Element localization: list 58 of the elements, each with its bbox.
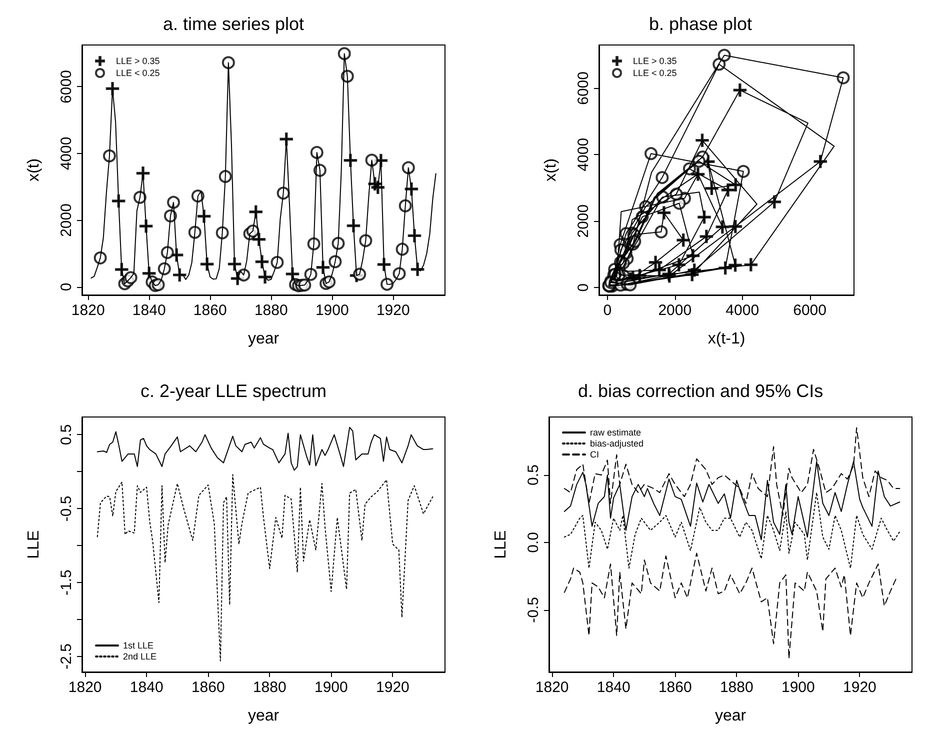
x-tick-label: 1860 <box>193 302 227 319</box>
y-tick-label: 0 <box>575 283 592 292</box>
chart-title: d. bias correction and 95% CIs <box>578 381 824 401</box>
chart-title: a. time series plot <box>162 14 304 34</box>
x-tick-label: 1840 <box>130 679 164 696</box>
x-tick-label: 1900 <box>781 679 815 696</box>
x-tick-label: 1860 <box>191 679 225 696</box>
y-tick-label: 0 <box>58 282 75 292</box>
y-tick-label: -0.5 <box>525 597 542 623</box>
chart-title: c. 2-year LLE spectrum <box>140 381 327 401</box>
y-tick-label: -1.5 <box>58 570 75 596</box>
x-tick-label: 2000 <box>658 302 692 319</box>
x-tick-label: 4000 <box>726 302 760 319</box>
y-tick-label: -0.5 <box>58 496 75 522</box>
y-tick-label: 2000 <box>58 204 75 237</box>
legend-label: LLE < 0.25 <box>633 68 677 78</box>
y-tick-label: 0.0 <box>525 532 542 553</box>
x-tick-label: 1860 <box>658 679 692 696</box>
x-tick-label: 1820 <box>68 679 102 696</box>
y-axis-title: x(t) <box>26 158 42 182</box>
legend-label: 1st LLE <box>123 640 154 650</box>
y-tick-label: 6000 <box>575 72 592 105</box>
legend-label: raw estimate <box>590 428 642 438</box>
x-tick-label: 1840 <box>132 302 166 319</box>
x-tick-label: 1820 <box>71 302 105 319</box>
x-tick-label: 6000 <box>793 302 826 319</box>
x-axis-title: year <box>714 708 747 724</box>
x-axis-title: x(t-1) <box>708 330 746 348</box>
x-tick-label: 1880 <box>720 679 754 696</box>
y-tick-label: 4000 <box>575 138 592 172</box>
y-axis-title: LLE <box>26 530 42 559</box>
legend-label: LLE < 0.25 <box>116 68 160 78</box>
x-tick-label: 1900 <box>315 302 349 319</box>
x-tick-label: 1920 <box>843 679 876 696</box>
x-axis-title: year <box>248 708 280 724</box>
legend-label: 2nd LLE <box>123 652 157 662</box>
y-tick-label: 0.5 <box>58 424 75 446</box>
x-tick-label: 1880 <box>254 302 288 319</box>
x-tick-label: 0 <box>603 302 612 319</box>
legend-label: CI <box>590 450 599 460</box>
x-tick-label: 1820 <box>535 679 569 696</box>
legend-label: LLE > 0.35 <box>116 56 160 66</box>
y-tick-label: 0.5 <box>525 464 542 486</box>
x-tick-label: 1880 <box>252 679 286 696</box>
y-tick-label: 2000 <box>575 204 592 238</box>
x-tick-label: 1900 <box>314 679 348 696</box>
y-tick-label: 6000 <box>58 70 75 104</box>
x-axis-title: year <box>248 330 280 348</box>
legend-label: LLE > 0.35 <box>633 56 677 66</box>
legend-label: bias-adjusted <box>590 438 644 448</box>
x-tick-label: 1920 <box>376 302 410 319</box>
y-axis-title: LLE <box>492 530 510 559</box>
x-tick-label: 1840 <box>596 679 630 696</box>
chart-title: b. phase plot <box>648 14 752 34</box>
y-axis-title: x(t) <box>542 158 560 182</box>
y-tick-label: -2.5 <box>58 644 75 670</box>
x-tick-label: 1920 <box>376 679 410 696</box>
y-tick-label: 4000 <box>58 136 75 170</box>
